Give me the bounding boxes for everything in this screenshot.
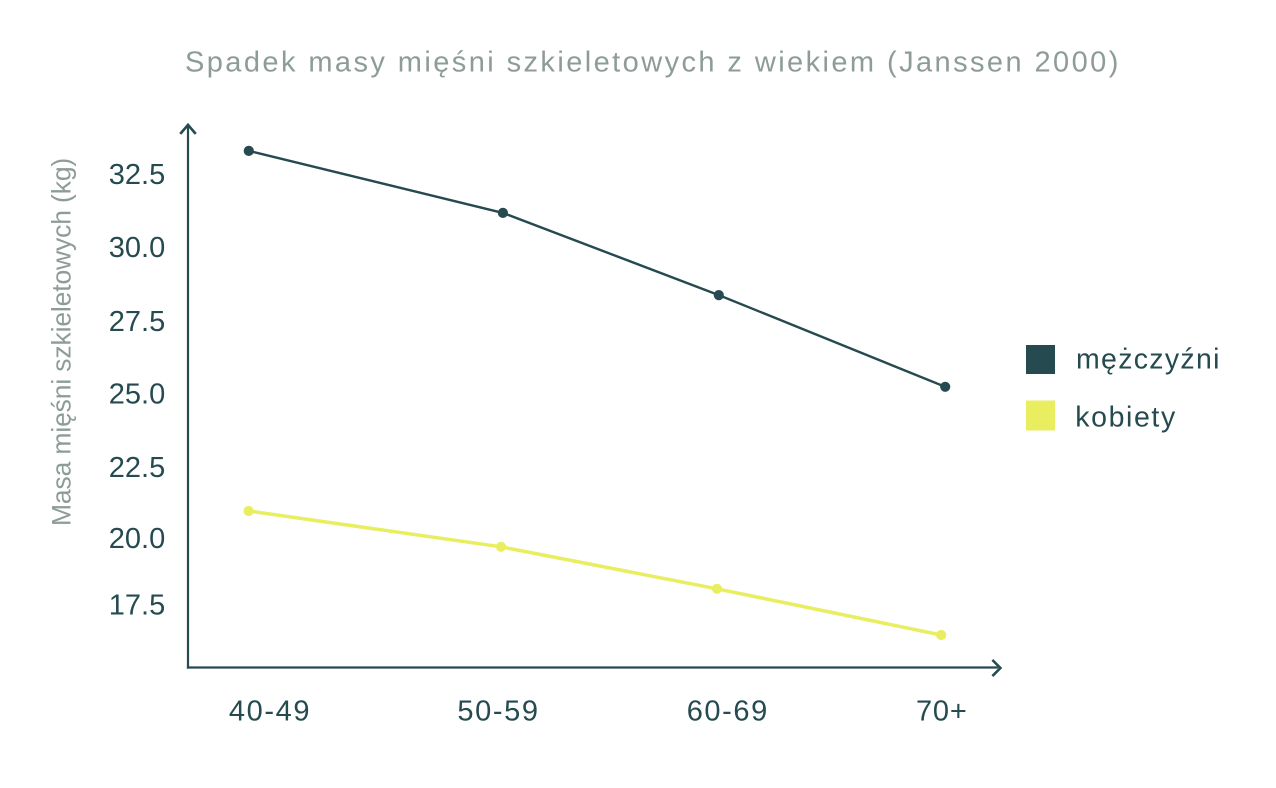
svg-text:30.0: 30.0 [109, 232, 165, 264]
svg-text:mężczyźni: mężczyźni [1076, 344, 1221, 376]
svg-text:50-59: 50-59 [457, 695, 539, 727]
svg-text:60-69: 60-69 [687, 695, 769, 727]
svg-text:Spadek masy mięśni szkieletowy: Spadek masy mięśni szkieletowych z wieki… [185, 47, 1121, 79]
svg-text:70+: 70+ [916, 695, 968, 727]
svg-text:27.5: 27.5 [109, 306, 165, 338]
svg-text:22.5: 22.5 [109, 452, 165, 484]
svg-text:20.0: 20.0 [109, 523, 165, 555]
svg-text:32.5: 32.5 [109, 159, 165, 191]
svg-text:kobiety: kobiety [1075, 401, 1177, 433]
svg-text:40-49: 40-49 [229, 695, 311, 727]
svg-text:Masa mięśni szkieletowych (kg): Masa mięśni szkieletowych (kg) [47, 158, 77, 526]
svg-text:17.5: 17.5 [109, 589, 165, 621]
svg-text:25.0: 25.0 [109, 379, 165, 411]
